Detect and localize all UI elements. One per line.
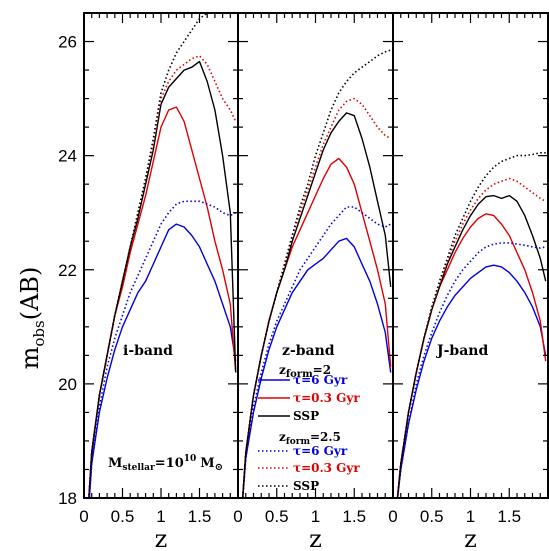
x-axis-title: z [464, 525, 477, 551]
mass-eq: =10 [155, 456, 184, 471]
x-tick-label: 1.5 [188, 507, 212, 526]
x-tick-label: 0 [233, 507, 242, 526]
mass-sup: 10 [184, 454, 197, 464]
series-line-2-0 [396, 264, 547, 498]
legend-zform-2: zform=2 [279, 363, 331, 380]
panel-J-band: 0 0.5 1 1.5 z [388, 12, 549, 551]
x-tick-label: 0.5 [265, 507, 289, 526]
legend-label-3: τ=6 Gyr [293, 444, 348, 458]
legend-label-0: τ=6 Gyr [293, 373, 348, 387]
x-tick-label: 1 [466, 507, 475, 526]
y-axis: 18 20 22 24 26 [58, 33, 77, 508]
legend-zform-2-5-prefix: z [279, 430, 286, 444]
legend-zform-2-value: =2 [313, 363, 331, 377]
series-line-2-4 [396, 177, 547, 498]
legend-zform-2-5-sub: form [286, 437, 311, 447]
x-tick-label: 1 [156, 507, 165, 526]
panel-label-z-band: z-band [282, 343, 335, 359]
panel-frame [237, 12, 394, 499]
x-tick-label: 1.5 [497, 507, 521, 526]
series-line-0-0 [88, 223, 237, 498]
panel-frame [83, 12, 239, 499]
panel-series [396, 152, 547, 498]
series-line-1-0 [242, 237, 392, 498]
legend-zform-2-5-value: =2.5 [310, 430, 341, 444]
legend-label-4: τ=0.3 Gyr [293, 461, 360, 475]
legend-zform-2-5: zform=2.5 [279, 430, 341, 447]
y-tick-label: 24 [58, 147, 77, 166]
x-tick-label: 0 [388, 507, 397, 526]
legend-label-5: SSP [293, 479, 319, 493]
x-axis-title: z [309, 525, 322, 551]
legend-label-2: SSP [293, 409, 319, 423]
series-line-1-2 [241, 112, 392, 498]
y-tick-label: 22 [58, 261, 77, 280]
series-line-2-3 [396, 242, 546, 498]
x-tick-label: 0.5 [111, 507, 135, 526]
legend-label-1: τ=0.3 Gyr [293, 391, 360, 405]
y-axis-title-rest: (AB) [16, 267, 44, 321]
y-axis-title-main: m [16, 346, 44, 369]
series-line-0-2 [88, 60, 237, 498]
series-line-0-1 [88, 106, 237, 498]
y-axis-title: mobs(AB) [16, 267, 48, 370]
panel-frame [392, 12, 549, 499]
mass-prefix: M [108, 456, 122, 471]
legend-zform-2-prefix: z [279, 363, 286, 377]
panel-series [241, 49, 392, 498]
stellar-mass-label: Mstellar=1010 M⊙ [108, 454, 223, 473]
series-line-2-5 [396, 152, 546, 498]
x-tick-label: 0 [79, 507, 88, 526]
panel-series [88, 13, 237, 498]
legend-entries: τ=6 Gyr τ=0.3 Gyr SSP τ=6 Gyr τ=0.3 Gyr SSP [258, 373, 360, 493]
mass-unit: M [200, 456, 214, 471]
y-tick-label: 26 [58, 33, 77, 52]
y-axis-title-sub: obs [30, 320, 48, 346]
y-tick-label: 18 [58, 489, 77, 508]
panel-label-i-band: i-band [123, 343, 173, 359]
series-line-0-3 [88, 200, 237, 498]
series-line-1-3 [241, 206, 392, 498]
mass-unit-sym: ⊙ [215, 462, 223, 473]
panel-z-band: 0 0.5 1 1.5 z [233, 12, 394, 551]
legend-zform-2-sub: form [286, 369, 313, 380]
x-axis-title: z [155, 525, 168, 551]
x-tick-label: 0.5 [420, 507, 444, 526]
mass-sub: stellar [122, 463, 155, 473]
x-tick-label: 1 [311, 507, 320, 526]
y-tick-label: 20 [58, 375, 77, 394]
chart-panels: 0 0.5 1 1.5 z 0 0.5 1 1.5 z 0 0.5 1 1.5 z [79, 12, 549, 551]
panel-label-j-band: J-band [435, 343, 488, 359]
series-line-0-5 [88, 13, 209, 498]
x-tick-label: 1.5 [342, 507, 366, 526]
